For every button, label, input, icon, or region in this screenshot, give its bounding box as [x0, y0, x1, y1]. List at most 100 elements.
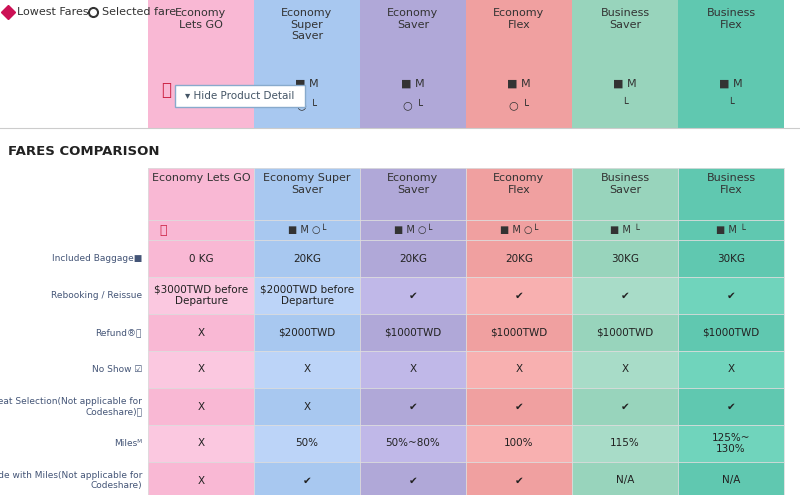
Text: ■ M └: ■ M └: [716, 225, 746, 235]
Text: Refund®Ⓢ: Refund®Ⓢ: [96, 328, 142, 337]
Text: FARES COMPARISON: FARES COMPARISON: [8, 145, 159, 158]
Text: N/A: N/A: [616, 476, 634, 486]
Bar: [254, 425, 360, 462]
Text: ○ └: ○ └: [403, 98, 423, 110]
Bar: [254, 220, 360, 240]
Text: 100%: 100%: [504, 439, 534, 448]
Text: Economy
Saver: Economy Saver: [387, 173, 438, 195]
Bar: [148, 240, 254, 277]
Text: $1000TWD: $1000TWD: [702, 328, 760, 338]
FancyBboxPatch shape: [175, 85, 305, 107]
Text: └: └: [622, 99, 628, 109]
Bar: [148, 220, 254, 240]
Text: $2000TWD before
Departure: $2000TWD before Departure: [260, 285, 354, 306]
Bar: [466, 314, 572, 351]
Bar: [466, 220, 572, 240]
Text: Rebooking / Reissue: Rebooking / Reissue: [51, 291, 142, 300]
Bar: [148, 168, 254, 220]
Text: ✔: ✔: [621, 401, 630, 411]
Text: No Show ☑: No Show ☑: [91, 365, 142, 374]
Bar: [678, 277, 784, 314]
Bar: [678, 168, 784, 220]
Bar: [360, 351, 466, 388]
Text: ■ M ○└: ■ M ○└: [500, 225, 538, 235]
Text: Seat Selection(Not applicable for
Codeshare)⭳: Seat Selection(Not applicable for Codesh…: [0, 397, 142, 416]
Text: ✔: ✔: [621, 291, 630, 300]
Text: 125%~
130%: 125%~ 130%: [712, 433, 750, 454]
Bar: [466, 277, 572, 314]
Bar: [254, 277, 360, 314]
Bar: [148, 314, 254, 351]
Bar: [148, 0, 254, 128]
Text: X: X: [622, 364, 629, 375]
Bar: [678, 0, 784, 128]
Text: 20KG: 20KG: [293, 253, 321, 263]
Text: $2000TWD: $2000TWD: [278, 328, 336, 338]
Text: 20KG: 20KG: [505, 253, 533, 263]
Text: X: X: [727, 364, 734, 375]
Text: ✔: ✔: [726, 291, 735, 300]
Bar: [466, 388, 572, 425]
Bar: [466, 0, 572, 128]
Text: ○ └: ○ └: [297, 98, 317, 110]
Text: X: X: [198, 401, 205, 411]
Text: 30KG: 30KG: [717, 253, 745, 263]
Bar: [678, 351, 784, 388]
Text: Upgrade with Miles(Not applicable for
Codeshare): Upgrade with Miles(Not applicable for Co…: [0, 471, 142, 490]
Bar: [254, 240, 360, 277]
Bar: [572, 314, 678, 351]
Text: 50%: 50%: [295, 439, 318, 448]
Bar: [572, 351, 678, 388]
Text: X: X: [198, 328, 205, 338]
Bar: [466, 462, 572, 495]
Bar: [678, 314, 784, 351]
Bar: [254, 351, 360, 388]
Bar: [360, 425, 466, 462]
Text: ■ M: ■ M: [613, 79, 637, 89]
Bar: [572, 240, 678, 277]
Text: ■ M └: ■ M └: [610, 225, 640, 235]
Text: $1000TWD: $1000TWD: [596, 328, 654, 338]
Bar: [360, 220, 466, 240]
Bar: [678, 220, 784, 240]
Bar: [360, 462, 466, 495]
Text: Economy
Flex: Economy Flex: [494, 8, 545, 30]
Text: ✔: ✔: [409, 291, 418, 300]
Text: X: X: [303, 364, 310, 375]
Bar: [572, 462, 678, 495]
Bar: [254, 314, 360, 351]
Text: ■ M: ■ M: [401, 79, 425, 89]
Bar: [572, 168, 678, 220]
Text: 115%: 115%: [610, 439, 640, 448]
Bar: [360, 277, 466, 314]
Text: ○ └: ○ └: [509, 98, 529, 110]
Bar: [148, 388, 254, 425]
Bar: [254, 462, 360, 495]
Text: └: └: [728, 99, 734, 109]
Bar: [254, 168, 360, 220]
Bar: [572, 425, 678, 462]
Bar: [678, 425, 784, 462]
Bar: [466, 351, 572, 388]
Text: X: X: [198, 364, 205, 375]
Bar: [360, 0, 466, 128]
Bar: [254, 0, 360, 128]
Text: ■ M: ■ M: [295, 79, 319, 89]
Text: X: X: [303, 401, 310, 411]
Text: Lowest Fares: Lowest Fares: [17, 7, 89, 17]
Text: Economy Lets GO: Economy Lets GO: [152, 173, 250, 183]
Text: ■ M ○└: ■ M ○└: [288, 225, 326, 235]
Text: Included Baggage■: Included Baggage■: [52, 254, 142, 263]
Bar: [360, 240, 466, 277]
Bar: [148, 462, 254, 495]
Text: Business
Saver: Business Saver: [601, 173, 650, 195]
Bar: [678, 240, 784, 277]
Text: 20KG: 20KG: [399, 253, 427, 263]
Bar: [572, 277, 678, 314]
Bar: [572, 388, 678, 425]
Bar: [466, 168, 572, 220]
Text: ■ M ○└: ■ M ○└: [394, 225, 432, 235]
Text: Economy
Lets GO: Economy Lets GO: [175, 8, 226, 30]
Text: Business
Flex: Business Flex: [706, 173, 755, 195]
Bar: [148, 351, 254, 388]
